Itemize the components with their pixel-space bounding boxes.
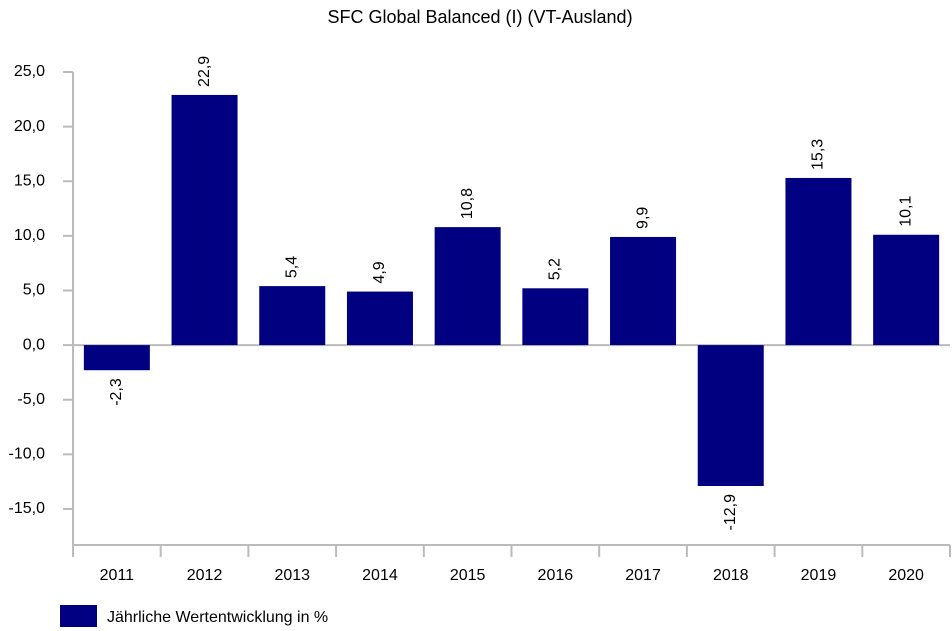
value-label: 10,1 <box>897 196 914 227</box>
y-tick-label: 25,0 <box>14 63 45 80</box>
x-tick-label: 2015 <box>450 567 486 584</box>
x-tick-label: 2020 <box>888 567 924 584</box>
x-tick-label: 2017 <box>625 567 661 584</box>
x-tick-label: 2013 <box>274 567 310 584</box>
bar <box>346 291 413 346</box>
y-tick-label: 10,0 <box>14 227 45 244</box>
legend-label: Jährliche Wertentwicklung in % <box>107 609 328 626</box>
value-label: 5,2 <box>547 258 564 280</box>
bar <box>610 236 677 346</box>
value-label: -12,9 <box>722 494 739 531</box>
value-label: 4,9 <box>371 261 388 283</box>
bar <box>259 286 326 346</box>
y-tick-label: 0,0 <box>23 336 45 353</box>
value-label: 22,9 <box>196 56 213 87</box>
x-tick-label: 2011 <box>100 567 135 584</box>
y-tick-label: -5,0 <box>17 391 45 408</box>
x-tick-label: 2018 <box>713 567 749 584</box>
bar <box>171 94 238 346</box>
legend-swatch <box>60 605 97 627</box>
y-tick-label: -15,0 <box>9 500 46 517</box>
chart-title: SFC Global Balanced (I) (VT-Ausland) <box>327 7 632 27</box>
value-label: 10,8 <box>459 188 476 219</box>
y-tick-label: 20,0 <box>14 118 45 135</box>
bar <box>697 345 764 487</box>
x-tick-label: 2019 <box>801 567 837 584</box>
value-label: 9,9 <box>634 207 651 229</box>
bar <box>434 227 501 346</box>
x-tick-label: 2012 <box>187 567 223 584</box>
value-label: 15,3 <box>810 139 827 170</box>
value-label: 5,4 <box>283 256 300 278</box>
bar <box>83 345 150 371</box>
y-tick-label: -10,0 <box>9 446 46 463</box>
x-tick-label: 2016 <box>538 567 574 584</box>
x-tick-label: 2014 <box>362 567 398 584</box>
bar <box>873 234 940 346</box>
y-tick-label: 5,0 <box>23 282 45 299</box>
y-tick-label: 15,0 <box>14 172 45 189</box>
bar <box>785 177 852 346</box>
value-label: -2,3 <box>108 378 125 406</box>
bar <box>522 288 589 346</box>
